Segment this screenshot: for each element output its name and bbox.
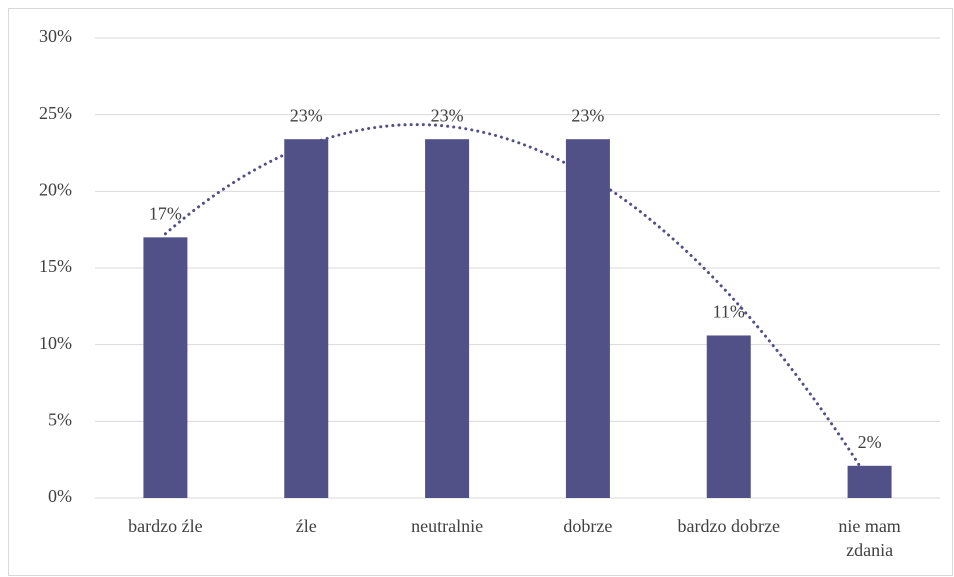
data-label: 11%: [713, 302, 745, 322]
bar: [706, 335, 751, 498]
data-label: 17%: [149, 203, 182, 223]
data-label: 23%: [431, 105, 464, 125]
y-tick-label: 20%: [39, 179, 72, 199]
x-tick-label: dobrze: [563, 516, 613, 536]
y-tick-label: 15%: [39, 256, 72, 276]
trendline: [163, 123, 872, 483]
bar: [284, 139, 329, 498]
bar: [847, 465, 892, 498]
y-tick-label: 0%: [48, 486, 72, 506]
x-tick-label: nie mam zdania: [838, 516, 901, 560]
x-tick-label: neutralnie: [411, 516, 484, 536]
bar: [425, 139, 470, 498]
chart-border: [8, 8, 953, 576]
y-tick-label: 10%: [39, 333, 72, 353]
data-label: 23%: [571, 105, 604, 125]
x-tick-label: bardzo źle: [128, 516, 203, 536]
y-tick-label: 25%: [39, 103, 72, 123]
data-label: 2%: [858, 432, 882, 452]
x-tick-label: źle: [295, 516, 317, 536]
y-tick-label: 30%: [39, 26, 72, 46]
bar: [565, 139, 610, 498]
y-tick-label: 5%: [48, 409, 72, 429]
data-label: 23%: [290, 105, 323, 125]
bar: [143, 237, 188, 499]
x-tick-label: bardzo dobrze: [677, 516, 780, 536]
